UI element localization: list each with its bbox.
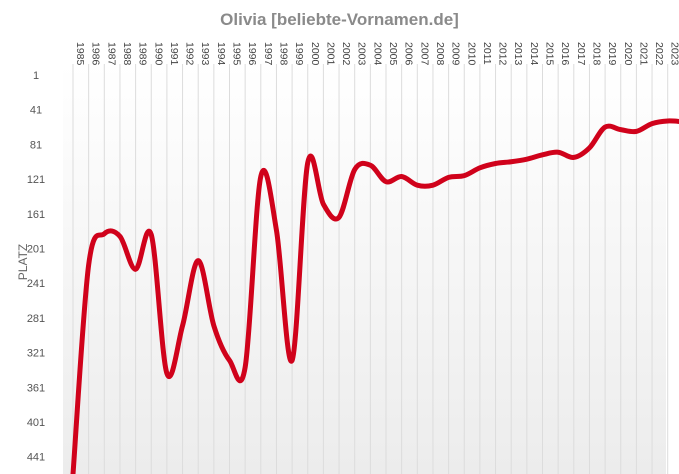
x-tick-label: 2007	[418, 42, 430, 66]
y-tick-label: 281	[27, 313, 45, 325]
x-tick-label: 1993	[199, 42, 211, 66]
x-tick-label: 1988	[121, 42, 133, 66]
y-tick-label: 361	[27, 382, 45, 394]
x-tick-label: 1992	[184, 42, 196, 66]
chart-title: Olivia [beliebte-Vornamen.de]	[220, 10, 459, 29]
grid-lines	[72, 64, 669, 474]
x-tick-label: 2022	[653, 42, 665, 66]
x-tick-label: 2012	[497, 42, 509, 66]
x-tick-label: 2019	[606, 42, 618, 66]
x-tick-label: 1986	[90, 42, 102, 66]
x-tick-label: 1987	[105, 42, 117, 66]
x-tick-label: 1989	[137, 42, 149, 66]
y-tick-label: 121	[27, 174, 45, 186]
x-tick-label: 1985	[74, 42, 86, 66]
x-tick-label: 2000	[309, 42, 321, 66]
x-tick-label: 1994	[215, 42, 227, 66]
x-tick-label: 2014	[528, 42, 540, 66]
x-tick-label: 2015	[544, 42, 556, 66]
x-tick-label: 2010	[465, 42, 477, 66]
x-tick-label: 2002	[340, 42, 352, 66]
x-tick-label: 2021	[637, 42, 649, 66]
series-layer	[70, 118, 679, 474]
x-tick-label: 2020	[622, 42, 634, 66]
y-tick-label: 441	[27, 452, 45, 464]
x-tick-label: 2005	[387, 42, 399, 66]
x-tick-label: 1997	[262, 42, 274, 66]
y-tick-label: 401	[27, 417, 45, 429]
y-tick-label: 241	[27, 278, 45, 290]
y-axis-title: PLATZ	[16, 244, 30, 280]
x-axis: 1985 1986 1987 1988 1989 1990 1991 1992 1993 1994…	[74, 42, 679, 66]
y-tick-label: 201	[27, 244, 45, 256]
x-tick-label: 1990	[152, 42, 164, 66]
x-tick-label: 1998	[277, 42, 289, 66]
x-tick-label: 1991	[168, 42, 180, 66]
x-tick-label: 2006	[403, 42, 415, 66]
x-tick-label: 2001	[324, 42, 336, 66]
y-tick-label: 161	[27, 209, 45, 221]
x-tick-label: 1996	[246, 42, 258, 66]
x-tick-label: 1995	[231, 42, 243, 66]
y-tick-label: 81	[30, 139, 42, 151]
y-axis: 1 41 81 121 161 201 241 281 321 361 401 441	[27, 70, 45, 464]
x-tick-label: 2011	[481, 42, 493, 65]
x-tick-label: 2009	[450, 42, 462, 66]
y-tick-label: 321	[27, 348, 45, 360]
x-tick-label: 2008	[434, 42, 446, 66]
series-line	[70, 118, 679, 474]
x-tick-label: 2016	[559, 42, 571, 66]
x-tick-label: 2004	[371, 42, 383, 66]
plot-area	[63, 64, 666, 474]
x-tick-label: 2017	[575, 42, 587, 66]
y-tick-label: 41	[30, 105, 42, 117]
x-tick-label: 2003	[356, 42, 368, 66]
x-tick-label: 1999	[293, 42, 305, 66]
y-tick-label: 1	[33, 70, 39, 82]
x-tick-label: 2023	[669, 42, 679, 66]
x-tick-label: 2018	[590, 42, 602, 66]
x-tick-label: 2013	[512, 42, 524, 66]
